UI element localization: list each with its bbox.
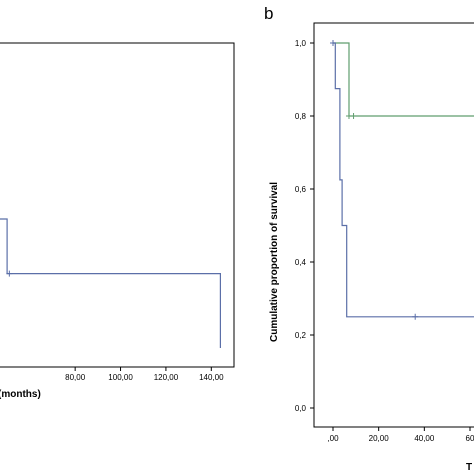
panel-b-x-tick-label: 60 xyxy=(466,434,474,443)
panel-a: 80,00 100,00 120,00 140,00 (months) xyxy=(0,42,235,400)
panel-b-x-ticks: ,00 20,00 40,00 60 xyxy=(327,427,474,443)
panel-b-y-tick-label: 0,4 xyxy=(295,258,307,267)
panel-a-series-0-line xyxy=(0,218,221,348)
panel-a-x-tick-label: 100,00 xyxy=(108,373,133,382)
panel-b-y-tick-label: 0,6 xyxy=(295,185,307,194)
panel-b-letter: b xyxy=(264,4,273,23)
panel-b-series-0-censor-mark-1 xyxy=(350,113,357,119)
panel-a-x-tick-label: 140,00 xyxy=(199,373,224,382)
panel-b-y-tick-label: 0,2 xyxy=(295,331,307,340)
panel-b-plot-frame xyxy=(313,22,474,428)
panel-b-series-0-line xyxy=(333,42,474,117)
panel-a-x-axis-label: (months) xyxy=(0,389,41,400)
panel-b-series xyxy=(330,40,474,320)
panel-b: b 1,0 0,8 0,6 0,4 0,2 0,0 ,00 20,00 40,00 60 Cum… xyxy=(264,4,474,473)
panel-a-x-tick-label: 120,00 xyxy=(154,373,179,382)
panel-a-series xyxy=(0,218,221,348)
panel-a-x-tick-label: 80,00 xyxy=(65,373,86,382)
panel-b-y-axis-label: Cumulative proportion of survival xyxy=(269,182,280,342)
panel-b-y-tick-label: 0,8 xyxy=(295,112,307,121)
panel-b-y-ticks: 1,0 0,8 0,6 0,4 0,2 0,0 xyxy=(295,39,314,413)
panel-b-series-1-censor-mark-0 xyxy=(330,40,336,46)
panel-b-series-1-line xyxy=(333,42,474,318)
panel-a-x-ticks: 80,00 100,00 120,00 140,00 xyxy=(65,367,224,382)
panel-b-y-tick-label: 1,0 xyxy=(295,39,307,48)
panel-a-series-0-censor-mark-0 xyxy=(6,270,13,277)
panel-b-x-tick-label: 20,00 xyxy=(369,434,390,443)
panel-b-x-axis-label: T xyxy=(466,462,472,473)
panel-a-plot-frame xyxy=(0,42,235,368)
panel-b-x-tick-label: ,00 xyxy=(327,434,339,443)
panel-b-x-tick-label: 40,00 xyxy=(414,434,435,443)
panel-b-series-1-censor-mark-1 xyxy=(412,313,419,320)
panel-b-y-tick-label: 0,0 xyxy=(295,404,307,413)
